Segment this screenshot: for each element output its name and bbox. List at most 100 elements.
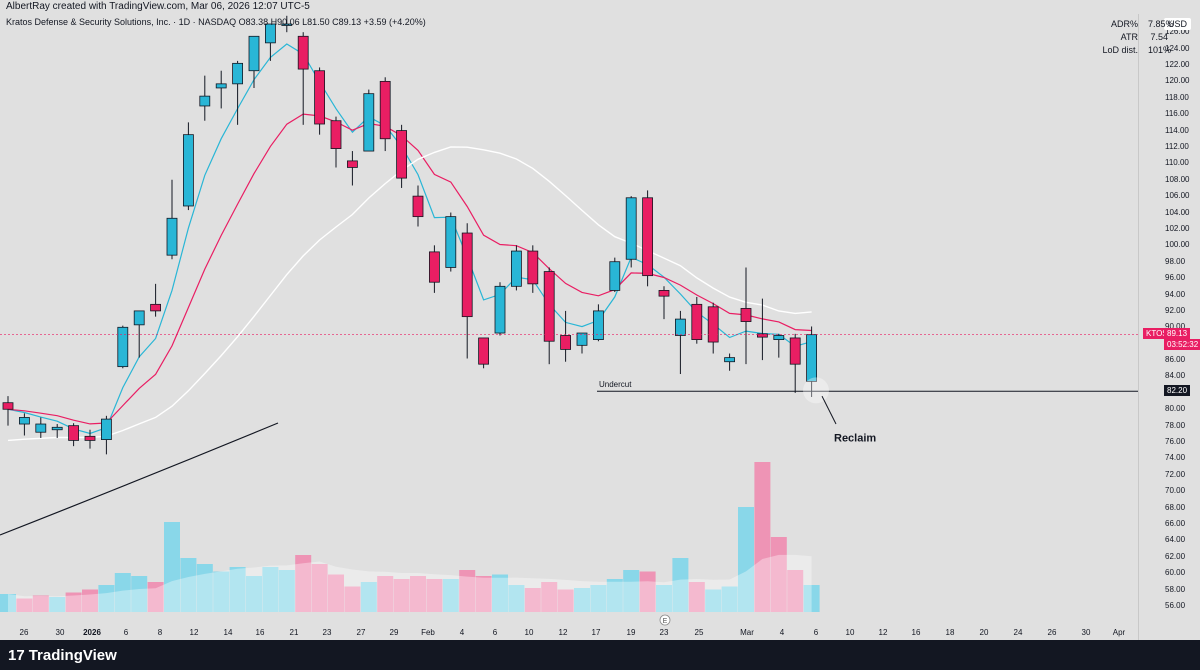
price-tick: 104.00: [1165, 207, 1190, 217]
price-tick: 86.00: [1165, 355, 1186, 365]
date-tick: 21: [290, 628, 299, 637]
stat-value: 7.85%: [1148, 19, 1174, 29]
date-tick: 2026: [83, 628, 101, 637]
volume-bar: [147, 582, 164, 612]
date-tick: 4: [780, 628, 785, 637]
volume-bar: [0, 594, 16, 612]
date-tick: 30: [56, 628, 65, 637]
date-tick: 24: [1014, 628, 1023, 637]
candle-body: [2, 402, 14, 410]
volume-bar: [770, 537, 787, 612]
stat-value: 101%: [1148, 45, 1172, 55]
candle: [494, 282, 506, 336]
volume-bar: [180, 558, 197, 612]
date-tick: 30: [1082, 628, 1091, 637]
volume-bar: [639, 571, 656, 612]
date-tick: 25: [695, 628, 704, 637]
stat-label: ATR: [1120, 32, 1138, 42]
date-tick: Mar: [740, 628, 754, 637]
currency-label[interactable]: USD: [1164, 18, 1192, 30]
volume-bar: [787, 570, 804, 612]
earnings-letter: E: [663, 618, 668, 625]
date-tick: 6: [124, 628, 129, 637]
date-axis: 26 30 2026 6 8 12 14 16 21 23 27 29 Feb 4 6 10 12 17 19 23 2…: [20, 628, 1126, 637]
volume-bar: [32, 595, 49, 612]
volume-bar: [492, 574, 508, 612]
candle: [691, 296, 703, 344]
price-tick: 96.00: [1165, 273, 1186, 283]
candle-body: [314, 70, 326, 125]
candle-body: [527, 250, 539, 285]
candle: [248, 35, 260, 88]
volume-bar: [426, 579, 443, 612]
candle: [658, 286, 670, 320]
symbol-legend[interactable]: Kratos Defense & Security Solutions, Inc…: [6, 17, 426, 27]
candle-body: [642, 197, 653, 277]
brand-name: TradingView: [28, 647, 117, 664]
tradingview-logo[interactable]: 17 TradingView: [8, 647, 117, 664]
candle: [215, 70, 227, 109]
price-tick: 100.00: [1165, 240, 1190, 250]
candle: [675, 310, 686, 375]
candle: [35, 417, 47, 438]
price-axis[interactable]: 126.00 124.00 122.00 120.00 118.00 116.00 114.…: [1138, 14, 1200, 640]
stat-label: LoD dist.: [1102, 45, 1138, 55]
reclaim-highlight: [803, 377, 829, 404]
date-tick: Feb: [421, 628, 435, 637]
candle-body: [428, 251, 440, 283]
candle: [264, 23, 276, 61]
stats-table: ADR% 7.85% ATR 7.54 LoD dist. 101%: [1080, 18, 1174, 57]
candle: [101, 415, 112, 455]
candle: [68, 423, 79, 447]
volume-average-area: [8, 554, 812, 612]
candle-body: [264, 23, 276, 44]
price-tick: 80.00: [1165, 404, 1186, 414]
candle-body: [330, 120, 342, 149]
candle-body: [215, 83, 227, 89]
date-tick: 12: [559, 628, 568, 637]
reclaim-pointer: [821, 395, 837, 425]
candle: [182, 122, 194, 211]
candle-body: [494, 285, 506, 334]
volume-bar: [623, 570, 640, 612]
candle: [314, 67, 326, 135]
candle-body: [789, 337, 801, 365]
price-tick: 106.00: [1165, 191, 1190, 201]
price-tick: 62.00: [1165, 551, 1186, 561]
volume-bar: [721, 586, 738, 612]
moving-averages: [0, 43, 812, 536]
candle-body: [609, 261, 621, 291]
candle-body: [576, 332, 588, 346]
candle-body: [593, 310, 604, 340]
candle: [773, 333, 785, 358]
sma-slow-line: [7, 146, 812, 442]
earnings-icon: [659, 614, 671, 626]
volume-bar: [803, 585, 820, 612]
candle-body: [232, 62, 244, 85]
price-tick: 76.00: [1165, 437, 1186, 447]
volume-bar: [410, 576, 426, 612]
date-tick: 27: [357, 628, 366, 637]
candle: [18, 413, 30, 436]
earnings-marker: E: [659, 614, 671, 626]
ema-fast-line: [7, 43, 812, 435]
symbol-tag: KTOS: [1143, 328, 1171, 340]
price-tick: 66.00: [1165, 519, 1186, 529]
candle: [576, 332, 588, 354]
volume-bar: [246, 576, 262, 612]
candle: [560, 310, 571, 362]
price-tick: 114.00: [1165, 125, 1189, 135]
volume-bar: [311, 564, 328, 612]
candle: [707, 302, 719, 354]
volume-bar: [590, 585, 607, 612]
stat-row-adr: ADR% 7.85%: [1080, 18, 1174, 31]
candle: [84, 429, 96, 449]
candle: [593, 304, 604, 342]
price-chart[interactable]: Undercut Reclaim E Kratos Defense & Securi…: [0, 14, 1138, 640]
price-tick: 72.00: [1165, 469, 1186, 479]
price-tick: 110.00: [1165, 158, 1189, 168]
date-tick: 14: [224, 628, 233, 637]
volume-bar: [114, 573, 131, 612]
date-tick: 20: [980, 628, 989, 637]
creator-line: AlbertRay created with TradingView.com, …: [6, 1, 310, 12]
